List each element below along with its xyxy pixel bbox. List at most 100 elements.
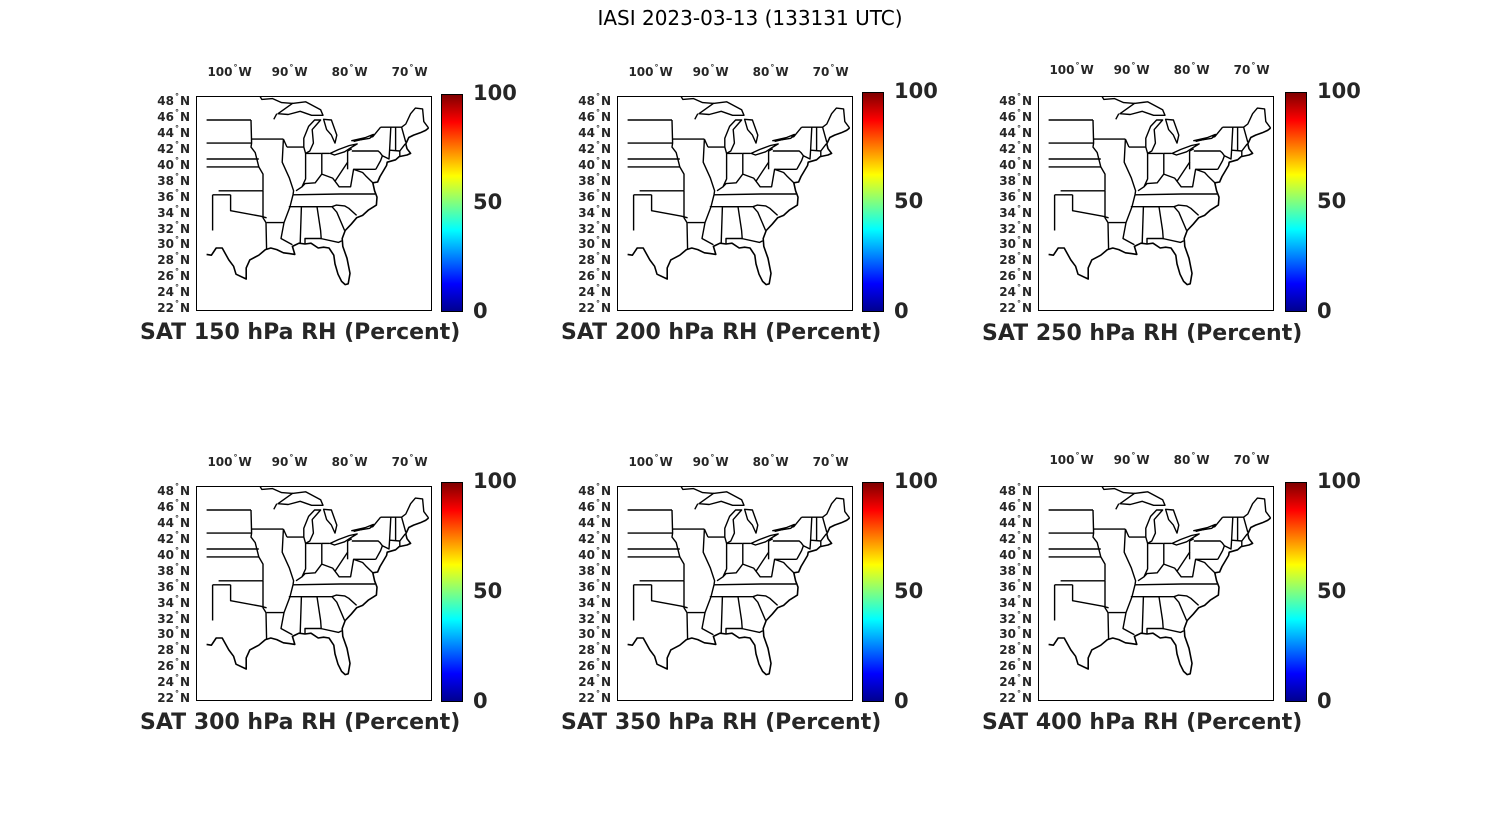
latitude-tick-label: 38°N <box>157 561 190 578</box>
state-border <box>389 143 406 152</box>
state-border <box>1231 533 1248 542</box>
latitude-tick-label: 28°N <box>999 641 1032 658</box>
longitude-tick-label: 90°W <box>271 453 308 469</box>
state-border <box>259 97 294 105</box>
state-border <box>722 543 744 578</box>
colorbar-tick-label: 50 <box>473 579 503 603</box>
state-border <box>768 148 774 152</box>
state-border <box>774 558 795 574</box>
state-border <box>259 487 294 495</box>
latitude-tick-label: 24°N <box>999 673 1032 690</box>
latitude-tick-label: 42°N <box>578 140 611 157</box>
state-border <box>722 205 743 244</box>
longitude-tick-label: 90°W <box>1113 61 1150 77</box>
state-border <box>713 583 797 586</box>
map-axes <box>617 486 853 701</box>
longitude-tick-label: 80°W <box>1173 61 1210 77</box>
great-lake-outline <box>351 133 375 142</box>
colorbar-tick-label: 50 <box>894 189 924 213</box>
longitude-tick-label: 80°W <box>1173 451 1210 467</box>
state-border <box>262 190 268 250</box>
great-lake-outline <box>1145 119 1164 155</box>
state-border <box>280 194 294 246</box>
latitude-tick-label: 30°N <box>578 625 611 642</box>
latitude-tick-label: 22°N <box>578 689 611 705</box>
latitude-tick-label: 40°N <box>157 155 190 172</box>
great-lake-outline <box>772 523 796 532</box>
latitude-tick-label: 24°N <box>578 673 611 690</box>
state-border <box>229 584 267 609</box>
state-border <box>709 594 779 606</box>
state-border <box>741 237 763 244</box>
state-border <box>273 113 278 120</box>
colorbar <box>1285 92 1307 312</box>
state-border <box>273 503 278 510</box>
state-border <box>295 543 307 582</box>
colorbar-tick-label: 100 <box>473 469 517 493</box>
state-border <box>801 497 851 519</box>
latitude-tick-label: 38°N <box>578 171 611 188</box>
state-border <box>400 127 407 143</box>
latitude-tick-label: 28°N <box>578 641 611 658</box>
great-lake-outline <box>1119 101 1166 116</box>
great-lake-outline <box>1193 133 1217 142</box>
state-border <box>250 119 264 191</box>
state-border <box>702 139 716 195</box>
longitude-tick-label: 100°W <box>1049 61 1094 77</box>
state-border <box>1122 194 1136 246</box>
panel-title: SAT 350 hPa RH (Percent) <box>561 710 882 735</box>
great-lake-outline <box>1119 491 1166 506</box>
great-lake-outline <box>1171 533 1200 546</box>
state-border <box>1123 139 1137 195</box>
map-axes <box>617 96 853 311</box>
latitude-tick-label: 40°N <box>578 155 611 172</box>
great-lake-outline <box>724 119 743 155</box>
latitude-tick-label: 36°N <box>578 187 611 204</box>
state-border <box>299 206 303 244</box>
latitude-tick-label: 46°N <box>999 498 1032 515</box>
latitude-tick-label: 36°N <box>578 577 611 594</box>
latitude-tick-label: 34°N <box>578 203 611 220</box>
state-border <box>1123 529 1137 585</box>
state-border <box>810 533 827 542</box>
state-border <box>801 107 851 129</box>
state-border <box>1134 583 1218 586</box>
us-states-map <box>627 487 851 676</box>
map-axes <box>196 96 432 311</box>
latitude-tick-label: 22°N <box>157 299 190 315</box>
state-border <box>1104 190 1110 250</box>
latitude-tick-label: 32°N <box>999 609 1032 626</box>
colorbar-tick-label: 0 <box>894 299 909 323</box>
state-border <box>694 503 699 510</box>
longitude-tick-label: 80°W <box>752 453 789 469</box>
latitude-tick-label: 22°N <box>999 299 1032 315</box>
state-border <box>1104 580 1110 640</box>
longitude-tick-label: 100°W <box>207 453 252 469</box>
great-lake-outline <box>698 101 745 116</box>
state-border <box>722 595 743 634</box>
latitude-tick-label: 26°N <box>157 267 190 284</box>
latitude-tick-label: 42°N <box>999 140 1032 157</box>
latitude-tick-label: 40°N <box>999 155 1032 172</box>
state-border <box>1141 206 1145 244</box>
coastline <box>206 517 430 676</box>
coastline <box>1048 517 1272 676</box>
state-border <box>1143 543 1165 578</box>
state-border <box>1101 487 1136 495</box>
state-border <box>1189 538 1195 542</box>
latitude-tick-label: 32°N <box>578 609 611 626</box>
coastline <box>627 517 851 676</box>
latitude-tick-label: 40°N <box>578 545 611 562</box>
latitude-tick-label: 36°N <box>999 187 1032 204</box>
colorbar-tick-label: 50 <box>1317 189 1347 213</box>
latitude-tick-label: 48°N <box>999 482 1032 499</box>
latitude-tick-label: 28°N <box>157 641 190 658</box>
colorbar-tick-label: 50 <box>473 190 503 214</box>
state-border <box>1162 627 1184 634</box>
great-lake-outline <box>724 509 743 545</box>
state-border <box>331 206 346 231</box>
colorbar-tick-label: 50 <box>894 579 924 603</box>
state-border <box>1101 97 1136 105</box>
state-border <box>375 517 392 560</box>
latitude-tick-label: 32°N <box>578 219 611 236</box>
